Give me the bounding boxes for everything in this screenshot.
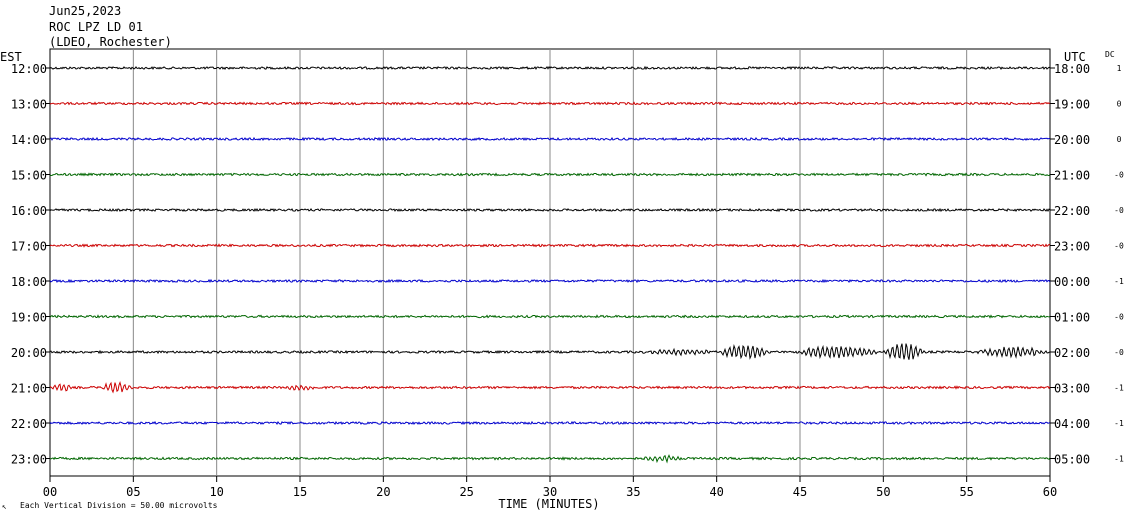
utc-hour-label: 21:00 [1054, 169, 1090, 183]
x-tick-label: 20 [376, 485, 390, 499]
utc-hour-label: 18:00 [1054, 62, 1090, 76]
dc-offset-label: -0 [1114, 171, 1124, 180]
seismic-trace [49, 65, 1051, 71]
seismic-trace [49, 454, 1051, 464]
seismic-trace [49, 420, 1051, 426]
utc-hour-label: 03:00 [1054, 382, 1090, 396]
x-axis-label: TIME (MINUTES) [498, 497, 599, 511]
x-tick-label: 05 [126, 485, 140, 499]
seismic-trace [49, 136, 1051, 142]
dc-header: DC [1105, 50, 1115, 59]
x-tick-label: 35 [626, 485, 640, 499]
est-hour-label: 22:00 [11, 417, 47, 431]
utc-hour-label: 00:00 [1054, 275, 1090, 289]
dc-offset-label: -1 [1114, 455, 1124, 464]
dc-offset-label: -0 [1114, 348, 1124, 357]
est-hour-label: 17:00 [11, 240, 47, 254]
dc-offset-label: 1 [1117, 64, 1122, 73]
x-tick-label: 30 [543, 485, 557, 499]
x-tick-label: 60 [1043, 485, 1057, 499]
seismic-trace [49, 381, 1051, 394]
utc-hour-label: 20:00 [1054, 133, 1090, 147]
seismic-trace [49, 278, 1051, 284]
x-tick-label: 25 [459, 485, 473, 499]
est-hour-label: 18:00 [11, 275, 47, 289]
utc-hour-label: 23:00 [1054, 240, 1090, 254]
utc-hour-label: 02:00 [1054, 346, 1090, 360]
utc-hour-label: 01:00 [1054, 311, 1090, 325]
est-hour-label: 13:00 [11, 98, 47, 112]
labels: EST UTC DC TIME (MINUTES) 00 05 10 15 20 25 30… [0, 50, 1124, 511]
seismic-trace [49, 343, 1051, 360]
est-hour-label: 21:00 [11, 382, 47, 396]
utc-hour-label: 05:00 [1054, 453, 1090, 467]
est-hour-label: 23:00 [11, 453, 47, 467]
x-tick-label: 40 [709, 485, 723, 499]
dc-offset-label: -0 [1114, 242, 1124, 251]
seismic-trace [49, 101, 1051, 106]
x-tick-label: 15 [293, 485, 307, 499]
utc-hour-label: 04:00 [1054, 417, 1090, 431]
seismic-trace [49, 243, 1051, 248]
est-hour-label: 20:00 [11, 346, 47, 360]
x-tick-label: 00 [43, 485, 57, 499]
x-tick-label: 45 [793, 485, 807, 499]
dc-offset-label: -1 [1114, 419, 1124, 428]
x-tick-label: 55 [959, 485, 973, 499]
utc-hour-label: 22:00 [1054, 204, 1090, 218]
scale-note: Each Vertical Division = 50.00 microvolt… [20, 501, 218, 510]
est-hour-label: 12:00 [11, 62, 47, 76]
scale-icon: ↖ [2, 502, 7, 511]
dc-offset-label: -1 [1114, 277, 1124, 286]
dc-offset-label: 0 [1117, 100, 1122, 109]
utc-hour-label: 19:00 [1054, 98, 1090, 112]
est-hour-label: 16:00 [11, 204, 47, 218]
grid [45, 48, 1055, 482]
est-hour-label: 14:00 [11, 133, 47, 147]
dc-offset-label: 0 [1117, 135, 1122, 144]
station-label: ROC LPZ LD 01 [49, 20, 143, 34]
seismic-trace [49, 207, 1051, 213]
dc-offset-label: -1 [1114, 384, 1124, 393]
est-hour-label: 19:00 [11, 311, 47, 325]
seismic-trace [49, 172, 1051, 177]
traces [49, 65, 1051, 464]
dc-offset-label: -0 [1114, 206, 1124, 215]
left-timezone: EST [0, 50, 22, 64]
x-tick-label: 10 [209, 485, 223, 499]
network-label: (LDEO, Rochester) [49, 35, 172, 49]
seismic-trace [49, 314, 1051, 319]
est-hour-label: 15:00 [11, 169, 47, 183]
right-timezone: UTC [1064, 50, 1086, 64]
chart-date: Jun25,2023 [49, 4, 122, 18]
dc-offset-label: -0 [1114, 313, 1124, 322]
x-tick-label: 50 [876, 485, 890, 499]
